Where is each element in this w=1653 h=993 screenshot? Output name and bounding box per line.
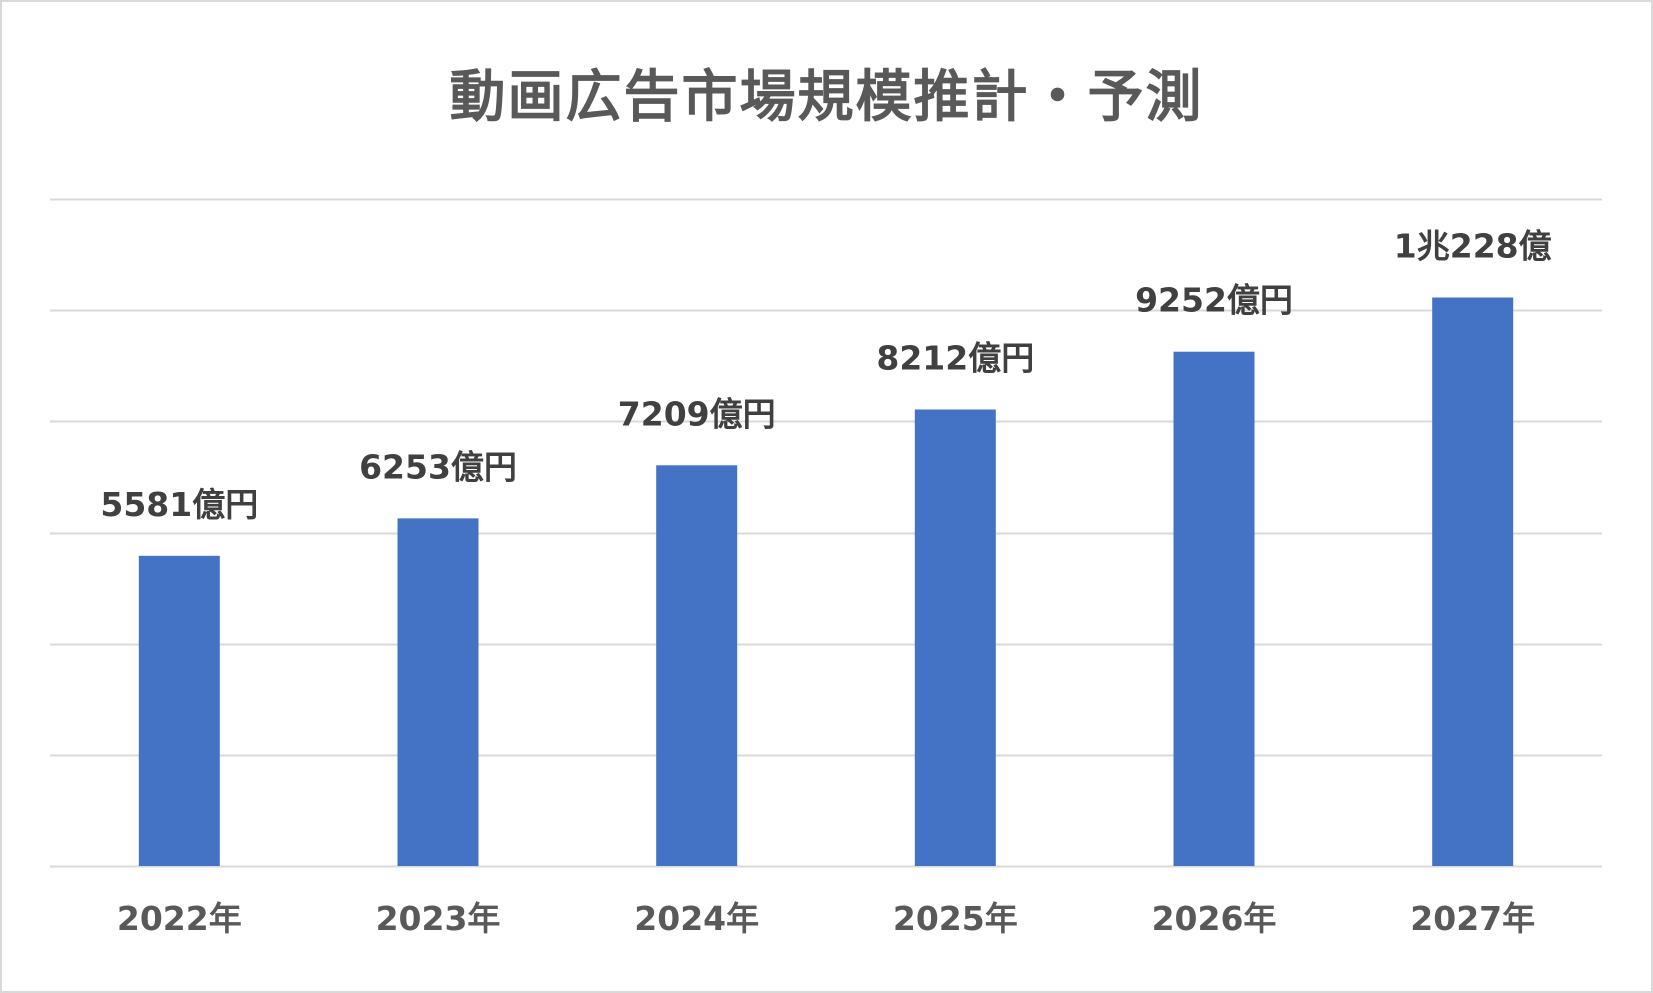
bar-2022年 — [138, 555, 220, 866]
x-tick-label: 2024年 — [634, 899, 759, 938]
data-labels: 5581億円 6253億円 7209億円 8212億円 9252億円 1兆228億 — [100, 227, 1551, 524]
data-label: 9252億円 — [1135, 281, 1293, 320]
bar-2026年 — [1173, 351, 1255, 866]
bar-2023年 — [397, 518, 479, 866]
x-tick-label: 2026年 — [1152, 899, 1277, 938]
data-label: 6253億円 — [359, 447, 517, 486]
gridlines — [50, 198, 1602, 868]
bar-2025年 — [914, 409, 996, 866]
x-tick-label: 2025年 — [893, 899, 1018, 938]
data-label: 1兆228億 — [1394, 227, 1552, 266]
data-label: 7209億円 — [618, 394, 776, 433]
chart-title: 動画広告市場規模推計・予測 — [449, 65, 1204, 130]
bar-2027年 — [1432, 297, 1514, 866]
x-tick-label: 2023年 — [376, 899, 501, 938]
bars — [138, 297, 1514, 866]
x-tick-labels: 2022年 2023年 2024年 2025年 2026年 2027年 — [117, 899, 1535, 938]
data-label: 8212億円 — [876, 339, 1034, 378]
bar-2024年 — [656, 465, 738, 866]
data-label: 5581億円 — [100, 485, 258, 524]
x-tick-label: 2022年 — [117, 899, 242, 938]
x-tick-label: 2027年 — [1410, 899, 1535, 938]
